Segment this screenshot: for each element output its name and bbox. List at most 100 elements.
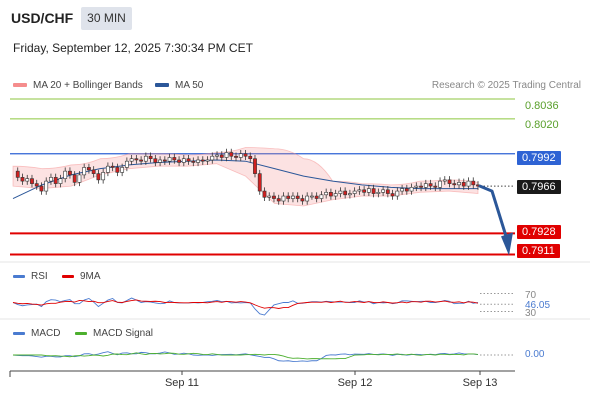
candle-body [153,158,158,163]
candle-body [91,169,96,174]
candle-body [96,173,101,181]
timeframe-button[interactable]: 30 MIN [81,7,132,30]
legend-swatch-ma50 [155,83,169,88]
candle-body [329,192,333,197]
candle-body [167,157,172,162]
candle-body [77,174,82,183]
ma50-line [12,159,478,199]
legend-macd-signal-label: MACD Signal [93,328,154,339]
legend-rsi-ma: 9MA [62,271,101,282]
candle-body [433,185,438,188]
x-tick-label: Sep 12 [337,377,373,389]
rsi-ma-line [12,299,479,309]
candle-body [466,180,471,187]
rsi-lower-label: 30 [525,308,537,316]
candle-body [347,193,352,196]
candle-body [200,159,205,162]
candle-body [267,195,272,198]
candle-body [400,188,404,192]
candle-body [447,179,452,184]
candle-body [257,173,262,192]
last-price-tag: 0.7966 [517,180,561,194]
candle-body [362,189,367,193]
candle-body [172,157,177,161]
candle-body [25,178,30,182]
candle-body [253,158,257,174]
candle-body [134,158,139,161]
candle-body [115,167,120,173]
rsi-upper-label: 70 [525,290,537,301]
candle-body [310,195,314,198]
candle-body [248,155,253,160]
level-r2-label: 0.8036 [525,100,559,112]
candle-body [423,183,428,188]
candle-body [409,187,414,192]
candle-body [30,178,34,184]
candle-body [414,185,419,188]
candle-body [101,172,106,181]
candle-body [324,192,329,196]
symbol-title: USD/CHF [11,10,74,26]
candle-body [314,195,319,199]
candle-body [205,159,210,162]
candle-body [219,154,224,158]
legend-rsi-ma-label: 9MA [80,271,101,282]
candle-body [338,190,343,194]
legend-swatch-rsi-ma [62,274,74,278]
candle-body [419,185,423,188]
candle-body [442,179,447,182]
candle-body [457,182,461,186]
forecast-arrowhead [501,232,513,256]
candle-body [319,194,324,199]
candle-body [124,160,129,168]
candle-body [333,193,338,197]
candle-body [186,158,191,162]
legend-swatch-macd-signal [75,331,87,335]
x-tick-label: Sep 13 [462,377,498,389]
candle-body [49,177,53,182]
candle-body [276,198,281,202]
candle-body [305,195,310,202]
candle-body [300,198,305,202]
candle-body [381,189,386,193]
rsi-value-label: 46.05 [525,300,551,311]
candle-body [438,180,442,188]
candle-body [286,195,291,199]
candle-body [404,188,409,192]
candle-body [139,159,144,162]
candle-body [110,165,115,168]
candle-body [15,170,20,178]
candle-body [395,190,400,197]
candle-body [196,159,200,163]
candle-body [343,190,348,196]
candle-body [452,183,457,186]
candle-body [272,195,276,199]
candle-body [63,170,68,179]
x-tick-label: Sep 11 [164,377,200,389]
candle-body [291,195,295,199]
legend-rsi-label: RSI [31,271,48,282]
candle-body [281,195,286,202]
candle-body [191,160,196,163]
candle-body [181,158,186,163]
candle-body [120,167,125,173]
macd-signal-line [13,352,479,360]
candle-body [87,167,91,171]
candle-body [158,159,162,163]
legend-macd-signal: MACD Signal [75,328,153,339]
candle-body [210,155,215,161]
candle-body [352,190,357,194]
candle-body [82,167,87,176]
legend-macd: MACD [13,328,60,339]
candle-body [234,155,238,158]
candle-body [177,159,181,163]
candle-body [357,189,362,192]
rsi-line [12,297,479,316]
legend-ma50: MA 50 [155,80,203,91]
legend-swatch-macd [13,331,25,335]
legend-swatch-bollinger [13,83,27,88]
candle-body [68,170,72,176]
candle-body [105,165,110,173]
candle-body [238,153,243,158]
level-s2-tag: 0.7911 [517,244,560,258]
